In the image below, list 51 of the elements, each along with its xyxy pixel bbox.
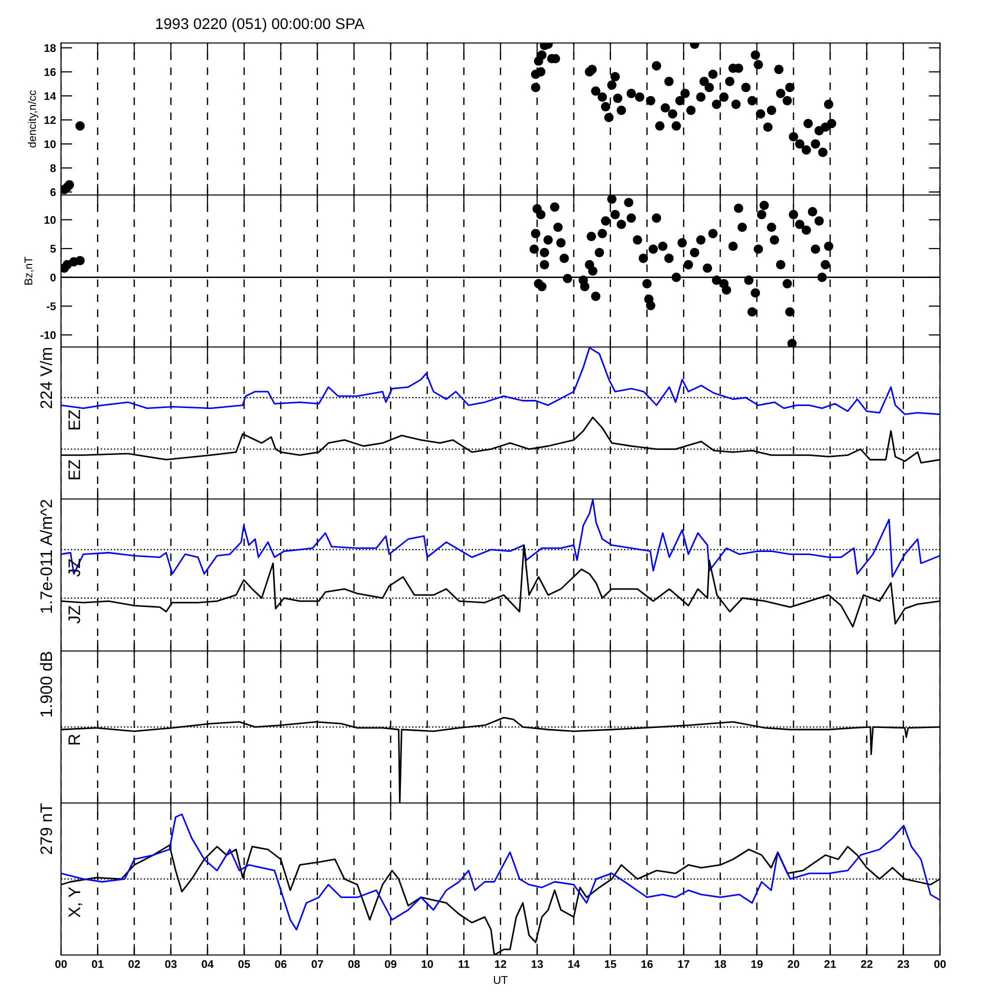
text: JZ xyxy=(68,606,80,624)
x-tick-label: 00 xyxy=(55,960,67,968)
y-tick-label: 5 xyxy=(50,244,56,253)
y-axis-title: Bz,nT xyxy=(24,256,34,285)
x-axis-title: UT xyxy=(494,976,508,984)
x-tick-label: 19 xyxy=(751,960,763,968)
x-tick-label: 10 xyxy=(422,960,433,968)
y-axis-title: 1.900 dB xyxy=(40,652,52,716)
text: JZ xyxy=(68,558,80,577)
x-tick-label: 11 xyxy=(458,960,470,968)
x-tick-label: 22 xyxy=(860,960,872,968)
x-tick-label: 18 xyxy=(714,960,726,968)
y-axis-title: 279 nT xyxy=(40,803,52,854)
x-tick-label: 09 xyxy=(384,960,396,968)
y-tick-label: 10 xyxy=(44,216,56,224)
x-tick-label: 04 xyxy=(202,960,214,968)
x-tick-label: 00 xyxy=(934,960,946,968)
x-tick-label: 15 xyxy=(604,960,616,968)
y-tick-label: 18 xyxy=(44,44,56,52)
chart-title: 1993 0220 (051) 00:00:00 SPA xyxy=(156,18,364,32)
y-tick-label: -10 xyxy=(40,331,56,340)
x-tick-label: 07 xyxy=(312,960,324,968)
y-tick-label: 6 xyxy=(50,188,56,196)
text: EZ xyxy=(68,460,80,480)
x-tick-label: 01 xyxy=(92,960,104,968)
y-axis-title: 224 V/m xyxy=(40,348,52,408)
x-tick-label: 06 xyxy=(275,960,287,968)
y-tick-label: 10 xyxy=(44,140,56,148)
text: EZ xyxy=(68,410,80,430)
y-tick-label: 14 xyxy=(44,92,56,100)
x-tick-label: 21 xyxy=(824,960,836,968)
y-axis-title: 1.7e-011 A/m^2 xyxy=(40,500,52,613)
y-tick-label: 0 xyxy=(50,274,56,282)
x-tick-label: 17 xyxy=(678,960,690,968)
y-axis-title: dencity,n/cc xyxy=(28,90,38,148)
x-tick-label: 12 xyxy=(495,960,506,968)
y-tick-label: 12 xyxy=(44,116,56,124)
text: R xyxy=(68,734,80,744)
x-tick-label: 14 xyxy=(568,960,580,968)
x-tick-label: 08 xyxy=(348,960,360,968)
y-tick-label: 8 xyxy=(50,164,56,172)
x-tick-label: 05 xyxy=(238,960,250,968)
annotation: X, Y xyxy=(68,886,82,918)
x-tick-label: 02 xyxy=(128,960,140,968)
x-tick-label: 13 xyxy=(532,960,543,968)
x-tick-label: 23 xyxy=(898,960,910,968)
x-tick-label: 16 xyxy=(642,960,653,968)
y-tick-label: -5 xyxy=(46,302,56,310)
x-tick-label: 03 xyxy=(165,960,177,968)
y-tick-label: 16 xyxy=(44,68,56,76)
x-tick-label: 20 xyxy=(788,960,800,968)
